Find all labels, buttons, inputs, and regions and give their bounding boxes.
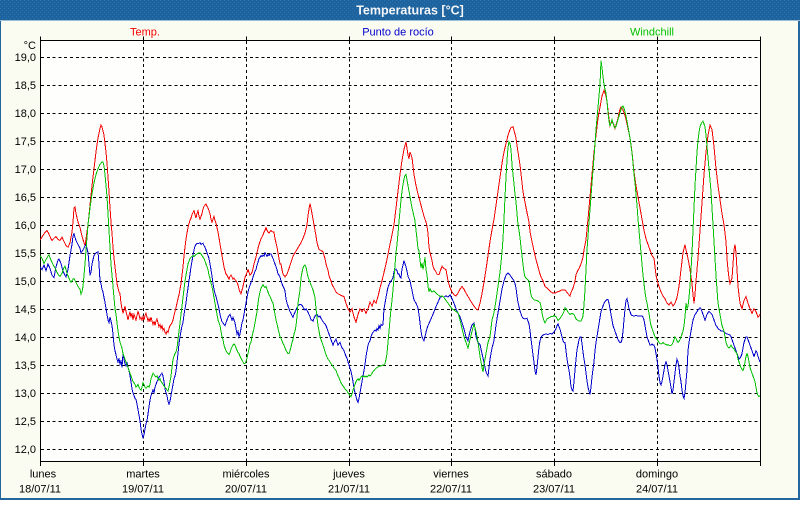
svg-text:sábado: sábado (536, 469, 572, 481)
svg-text:jueves: jueves (332, 469, 365, 481)
svg-text:Punto de rocío: Punto de rocío (362, 27, 434, 39)
svg-text:16,5: 16,5 (15, 192, 36, 204)
svg-text:Temperaturas [°C]: Temperaturas [°C] (356, 4, 464, 18)
svg-text:16,0: 16,0 (15, 220, 36, 232)
svg-text:13,5: 13,5 (15, 360, 36, 372)
svg-text:24/07/11: 24/07/11 (636, 484, 678, 496)
svg-text:21/07/11: 21/07/11 (328, 484, 370, 496)
svg-text:14,0: 14,0 (15, 332, 36, 344)
svg-text:14,5: 14,5 (15, 304, 36, 316)
svg-text:15,0: 15,0 (15, 276, 36, 288)
svg-text:20/07/11: 20/07/11 (225, 484, 267, 496)
svg-text:19/07/11: 19/07/11 (122, 484, 164, 496)
svg-text:18,5: 18,5 (15, 80, 36, 92)
svg-text:23/07/11: 23/07/11 (533, 484, 575, 496)
svg-text:18,0: 18,0 (15, 108, 36, 120)
svg-text:martes: martes (126, 469, 160, 481)
svg-text:Temp.: Temp. (130, 27, 160, 39)
svg-text:viernes: viernes (433, 469, 469, 481)
svg-text:17,5: 17,5 (15, 136, 36, 148)
svg-text:12,0: 12,0 (15, 444, 36, 456)
svg-text:miércoles: miércoles (222, 469, 270, 481)
svg-text:17,0: 17,0 (15, 164, 36, 176)
svg-text:12,5: 12,5 (15, 416, 36, 428)
svg-text:domingo: domingo (636, 469, 678, 481)
svg-text:Windchill: Windchill (630, 27, 674, 39)
svg-text:22/07/11: 22/07/11 (430, 484, 472, 496)
svg-text:13,0: 13,0 (15, 388, 36, 400)
svg-text:15,5: 15,5 (15, 248, 36, 260)
svg-text:18/07/11: 18/07/11 (19, 484, 61, 496)
svg-text:lunes: lunes (30, 469, 57, 481)
svg-text:°C: °C (24, 40, 36, 52)
svg-text:19,0: 19,0 (15, 52, 36, 64)
